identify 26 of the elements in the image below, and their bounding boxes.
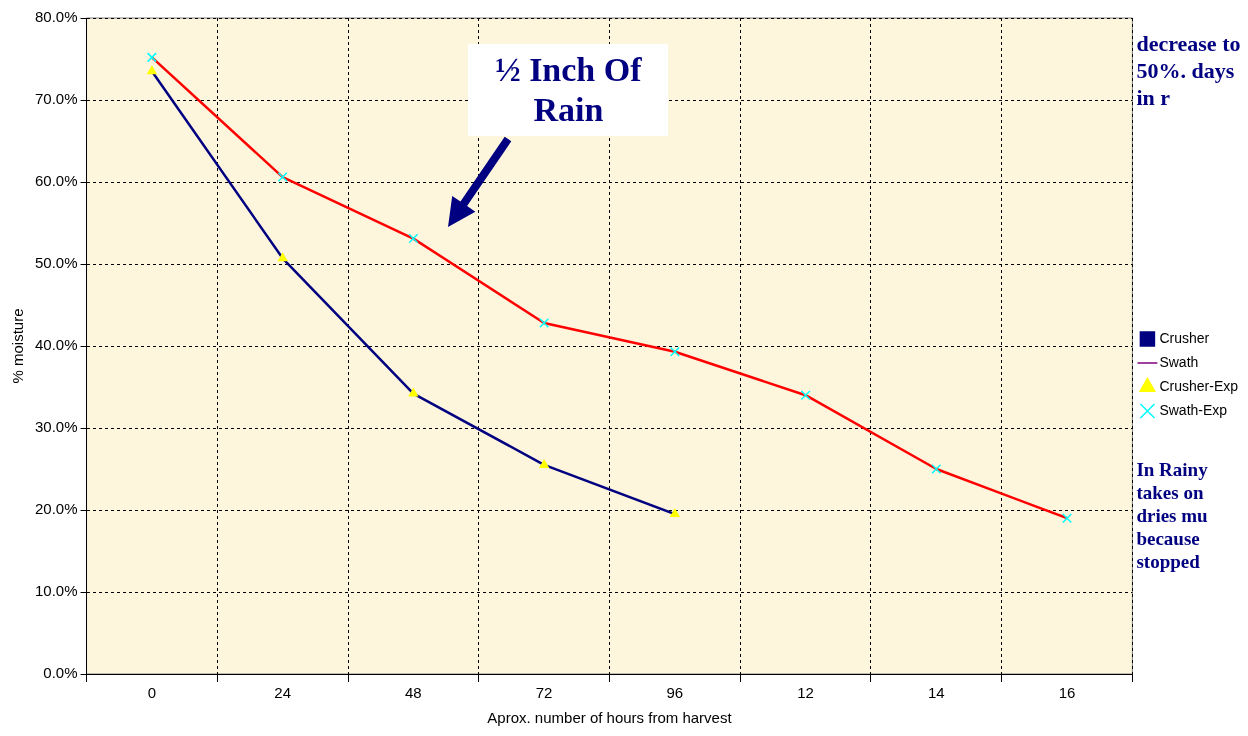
y-tick-label: 40.0% — [34, 336, 78, 354]
x-tick-label: 0 — [147, 684, 157, 702]
legend-label: Crusher — [1159, 329, 1210, 346]
text: In Rainy takes on dries mu because stopped — [1136, 458, 1209, 573]
legend-label: Crusher-Exp — [1159, 377, 1239, 394]
annotation: ½ Inch Of Rain — [468, 44, 669, 137]
text: decrease to 50%. days in r — [1136, 30, 1242, 111]
x-axis-title: Aprox. number of hours from harvest — [487, 709, 733, 727]
y-tick-label: 50.0% — [34, 254, 78, 272]
y-tick-label: 80.0% — [34, 8, 78, 26]
y-tick-label: 60.0% — [34, 172, 78, 190]
x-tick-label: 16 — [1058, 684, 1076, 702]
y-tick-label: 30.0% — [34, 418, 78, 436]
legend-label: Swath-Exp — [1159, 401, 1228, 418]
x-tick-label: 24 — [274, 684, 291, 702]
y-axis-title: % moisture — [9, 308, 27, 384]
y-tick-label: 10.0% — [34, 582, 78, 600]
y-tick-label: 20.0% — [34, 500, 78, 518]
y-tick-label: 0.0% — [43, 664, 78, 682]
x-tick-label: 12 — [797, 684, 814, 702]
x-tick-label: 14 — [927, 684, 945, 702]
x-tick-label: 48 — [405, 684, 422, 702]
x-tick-label: 72 — [535, 684, 553, 702]
x-tick-label: 96 — [666, 684, 684, 702]
legend-label: Swath — [1159, 353, 1199, 370]
y-tick-label: 70.0% — [34, 90, 78, 108]
